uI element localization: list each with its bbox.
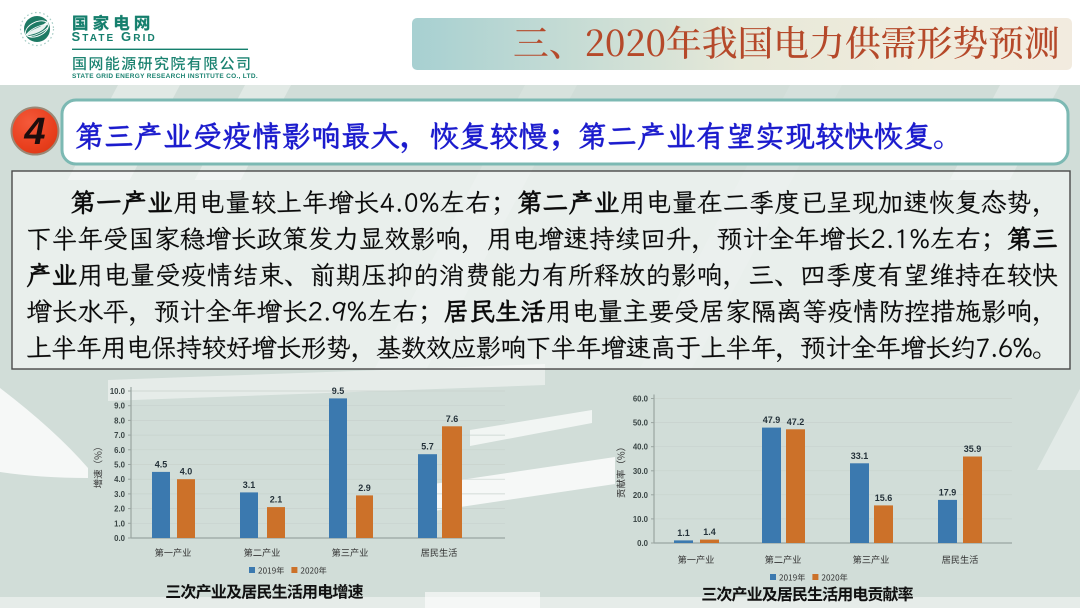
svg-text:STATE GRID ENERGY RESEARCH INS: STATE GRID ENERGY RESEARCH INSTITUTE CO.… xyxy=(72,73,258,80)
svg-text:5.7: 5.7 xyxy=(421,442,434,452)
svg-text:0.0: 0.0 xyxy=(114,534,126,543)
svg-text:33.1: 33.1 xyxy=(851,451,869,461)
svg-text:4.0: 4.0 xyxy=(180,467,193,477)
svg-text:17.9: 17.9 xyxy=(939,487,957,497)
svg-text:50.0: 50.0 xyxy=(633,419,649,428)
svg-text:40.0: 40.0 xyxy=(633,443,649,452)
svg-text:9.0: 9.0 xyxy=(114,402,126,411)
svg-text:60.0: 60.0 xyxy=(633,395,649,404)
svg-text:3.0: 3.0 xyxy=(114,490,126,499)
svg-text:47.9: 47.9 xyxy=(763,415,781,425)
svg-text:9.5: 9.5 xyxy=(332,386,345,396)
svg-text:3.1: 3.1 xyxy=(243,480,256,490)
svg-text:4: 4 xyxy=(23,111,45,153)
svg-text:4.0: 4.0 xyxy=(114,475,126,484)
svg-text:0.0: 0.0 xyxy=(637,539,649,548)
svg-text:8.0: 8.0 xyxy=(114,416,126,425)
svg-text:20.0: 20.0 xyxy=(633,491,649,500)
svg-text:2.0: 2.0 xyxy=(114,505,126,514)
svg-text:7.6: 7.6 xyxy=(446,414,459,424)
svg-text:10.0: 10.0 xyxy=(110,387,126,396)
svg-text:STATE GRID: STATE GRID xyxy=(72,29,157,44)
svg-text:1.4: 1.4 xyxy=(703,527,716,537)
svg-text:1.0: 1.0 xyxy=(114,519,126,528)
svg-text:7.0: 7.0 xyxy=(114,431,126,440)
svg-text:30.0: 30.0 xyxy=(633,467,649,476)
svg-text:6.0: 6.0 xyxy=(114,446,126,455)
svg-text:2.9: 2.9 xyxy=(358,483,371,493)
svg-text:15.6: 15.6 xyxy=(875,493,893,503)
svg-text:47.2: 47.2 xyxy=(787,417,805,427)
svg-text:5.0: 5.0 xyxy=(114,461,126,470)
svg-text:10.0: 10.0 xyxy=(633,515,649,524)
svg-text:1.1: 1.1 xyxy=(677,528,690,538)
svg-text:35.9: 35.9 xyxy=(964,444,982,454)
svg-text:2.1: 2.1 xyxy=(270,495,283,505)
svg-text:4.5: 4.5 xyxy=(155,459,168,469)
